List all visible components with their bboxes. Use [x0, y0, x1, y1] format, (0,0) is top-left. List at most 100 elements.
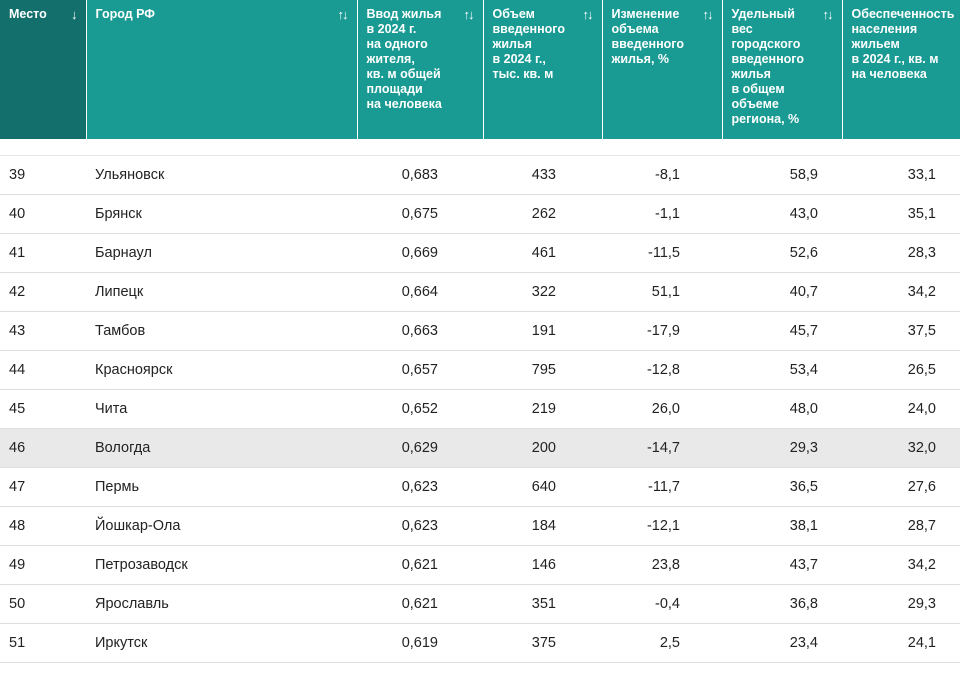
table-row[interactable]: 42 Липецк 0,664 322 51,1 40,7 34,2	[0, 272, 960, 312]
column-header-label: Изменение объема введенного жилья, %	[611, 7, 684, 66]
column-header-inner: Место ↓	[9, 7, 78, 22]
cell-share: 36,5	[722, 467, 842, 507]
cell-per-capita: 0,621	[357, 545, 483, 585]
cell-change: -11,5	[602, 233, 722, 273]
cell-share: 40,7	[722, 272, 842, 312]
cell-city: Барнаул	[86, 233, 357, 273]
column-header-inner: Изменение объема введенного жилья, % ↑↓	[612, 7, 714, 67]
cell-place: 48	[0, 506, 86, 546]
column-header-place[interactable]: Место ↓	[0, 0, 87, 139]
column-header-share[interactable]: Удельный вес городского введенного жилья…	[722, 0, 843, 139]
cell-provision: 34,2	[842, 272, 960, 312]
cell-share: 53,4	[722, 350, 842, 390]
cell-volume: 433	[483, 155, 602, 195]
column-header-per-capita[interactable]: Ввод жилья в 2024 г. на одного жителя, к…	[357, 0, 484, 139]
cell-city: Липецк	[86, 272, 357, 312]
cell-place: 39	[0, 155, 86, 195]
column-header-label: Обеспеченность населения жильем в 2024 г…	[851, 7, 955, 81]
sort-both-icon[interactable]: ↑↓	[702, 7, 714, 22]
cell-place: 42	[0, 272, 86, 312]
sort-both-icon[interactable]: ↑↓	[337, 7, 349, 22]
cell-per-capita: 0,664	[357, 272, 483, 312]
table-row[interactable]: 48 Йошкар-Ола 0,623 184 -12,1 38,1 28,7	[0, 506, 960, 546]
column-header-change[interactable]: Изменение объема введенного жилья, % ↑↓	[602, 0, 723, 139]
column-header-inner: Удельный вес городского введенного жилья…	[732, 7, 834, 127]
table-row[interactable]: 39 Ульяновск 0,683 433 -8,1 58,9 33,1	[0, 155, 960, 195]
table-row[interactable]: 51 Иркутск 0,619 375 2,5 23,4 24,1	[0, 623, 960, 663]
cell-change: -1,1	[602, 194, 722, 234]
table-row[interactable]: 40 Брянск 0,675 262 -1,1 43,0 35,1	[0, 194, 960, 234]
cell-per-capita: 0,623	[357, 467, 483, 507]
cell-city: Ярославль	[86, 584, 357, 624]
table-row[interactable]: 50 Ярославль 0,621 351 -0,4 36,8 29,3	[0, 584, 960, 624]
column-header-city[interactable]: Город РФ ↑↓	[86, 0, 358, 139]
table-row[interactable]: 44 Красноярск 0,657 795 -12,8 53,4 26,5	[0, 350, 960, 390]
cell-volume: 219	[483, 389, 602, 429]
cell-share: 58,9	[722, 155, 842, 195]
cell-change: -11,7	[602, 467, 722, 507]
cell-change: 51,1	[602, 272, 722, 312]
cell-provision: 37,5	[842, 311, 960, 351]
cell-provision: 24,1	[842, 623, 960, 663]
sort-both-icon[interactable]: ↑↓	[582, 7, 594, 22]
cell-change: -12,8	[602, 350, 722, 390]
column-header-volume[interactable]: Объем введенного жилья в 2024 г., тыс. к…	[483, 0, 603, 139]
cell-share: 38,1	[722, 506, 842, 546]
cell-per-capita: 0,663	[357, 311, 483, 351]
cell-per-capita: 0,629	[357, 428, 483, 468]
cell-volume: 146	[483, 545, 602, 585]
cell-volume: 322	[483, 272, 602, 312]
table-row[interactable]: 46 Вологда 0,629 200 -14,7 29,3 32,0	[0, 428, 960, 468]
cell-city: Петрозаводск	[86, 545, 357, 585]
cell-city: Тамбов	[86, 311, 357, 351]
cell-place: 50	[0, 584, 86, 624]
table-row[interactable]: 47 Пермь 0,623 640 -11,7 36,5 27,6	[0, 467, 960, 507]
column-header-inner: Обеспеченность населения жильем в 2024 г…	[851, 7, 955, 82]
cell-city: Йошкар-Ола	[86, 506, 357, 546]
cell-change: -0,4	[602, 584, 722, 624]
column-header-label: Место	[9, 7, 47, 21]
cell-place: 45	[0, 389, 86, 429]
cell-change: -8,1	[602, 155, 722, 195]
cell-share: 23,4	[722, 623, 842, 663]
sort-down-icon[interactable]: ↓	[71, 7, 77, 22]
cell-place: 51	[0, 623, 86, 663]
cell-share: 43,0	[722, 194, 842, 234]
cell-provision: 28,3	[842, 233, 960, 273]
sort-both-icon[interactable]: ↑↓	[822, 7, 834, 22]
cell-share: 48,0	[722, 389, 842, 429]
table-row[interactable]: 45 Чита 0,652 219 26,0 48,0 24,0	[0, 389, 960, 429]
column-header-provision[interactable]: Обеспеченность населения жильем в 2024 г…	[842, 0, 960, 139]
cell-place: 46	[0, 428, 86, 468]
cell-provision: 26,5	[842, 350, 960, 390]
cell-volume: 640	[483, 467, 602, 507]
cell-provision: 34,2	[842, 545, 960, 585]
sort-both-icon[interactable]: ↑↓	[463, 7, 475, 22]
cell-place: 41	[0, 233, 86, 273]
cell-provision: 24,0	[842, 389, 960, 429]
cell-provision: 29,3	[842, 584, 960, 624]
cell-provision: 33,1	[842, 155, 960, 195]
column-header-inner: Ввод жилья в 2024 г. на одного жителя, к…	[367, 7, 475, 112]
cell-share: 36,8	[722, 584, 842, 624]
cell-per-capita: 0,657	[357, 350, 483, 390]
cell-provision: 35,1	[842, 194, 960, 234]
cell-city: Ульяновск	[86, 155, 357, 195]
table-row[interactable]: 41 Барнаул 0,669 461 -11,5 52,6 28,3	[0, 233, 960, 273]
cell-per-capita: 0,619	[357, 623, 483, 663]
table-row[interactable]: 43 Тамбов 0,663 191 -17,9 45,7 37,5	[0, 311, 960, 351]
cell-volume: 191	[483, 311, 602, 351]
cell-per-capita: 0,669	[357, 233, 483, 273]
cell-volume: 375	[483, 623, 602, 663]
cell-per-capita: 0,675	[357, 194, 483, 234]
cell-city: Брянск	[86, 194, 357, 234]
table-body: 39 Ульяновск 0,683 433 -8,1 58,9 33,1 40 Брянск 0…	[0, 139, 960, 663]
table-row[interactable]: 49 Петрозаводск 0,621 146 23,8 43,7 34,2	[0, 545, 960, 585]
cell-per-capita: 0,621	[357, 584, 483, 624]
table-header: Место ↓ Город РФ ↑↓ Ввод жилья в 2024 г. на …	[0, 0, 960, 139]
cell-city: Вологда	[86, 428, 357, 468]
cell-city: Чита	[86, 389, 357, 429]
spacer-row	[0, 139, 960, 156]
cell-per-capita: 0,652	[357, 389, 483, 429]
column-header-label: Объем введенного жилья в 2024 г., тыс. к…	[492, 7, 565, 81]
